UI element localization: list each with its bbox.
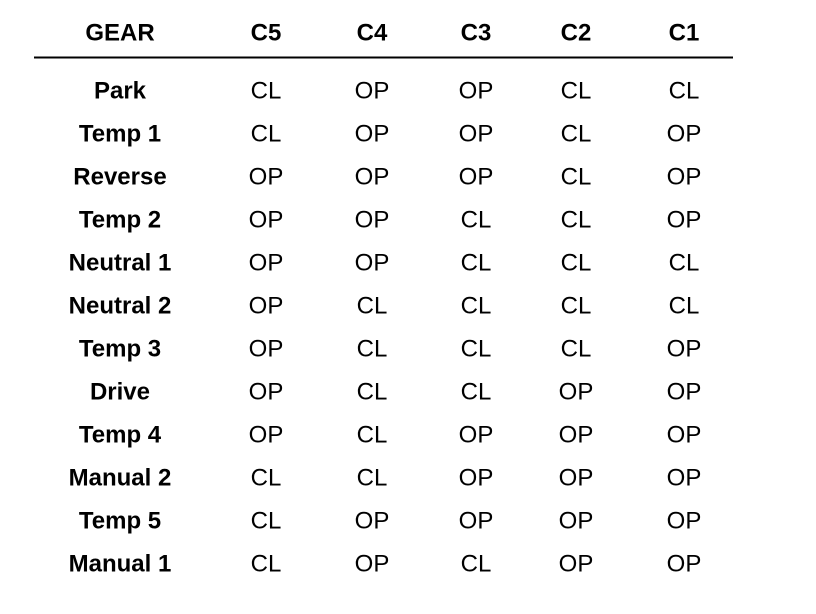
header-cell: C1 (669, 19, 700, 46)
clutch-state: OP (667, 120, 702, 147)
clutch-state: CL (461, 550, 492, 577)
clutch-state: OP (667, 464, 702, 491)
clutch-state: CL (251, 77, 282, 104)
clutch-state: OP (459, 507, 494, 534)
gear-name: Manual 2 (69, 464, 172, 491)
clutch-state: CL (561, 292, 592, 319)
clutch-state: CL (461, 292, 492, 319)
clutch-state: CL (561, 163, 592, 190)
gear-name: Neutral 1 (69, 249, 172, 276)
clutch-state: OP (355, 507, 390, 534)
clutch-state: CL (461, 206, 492, 233)
clutch-state: OP (249, 421, 284, 448)
clutch-state: OP (459, 120, 494, 147)
clutch-state: OP (249, 249, 284, 276)
clutch-state: CL (251, 550, 282, 577)
clutch-state: OP (667, 163, 702, 190)
clutch-state: CL (669, 77, 700, 104)
gear-name: Drive (90, 378, 150, 405)
clutch-state: OP (559, 550, 594, 577)
clutch-state: CL (461, 249, 492, 276)
clutch-state: OP (355, 120, 390, 147)
clutch-state: CL (357, 335, 388, 362)
clutch-state: CL (251, 464, 282, 491)
clutch-state: OP (249, 292, 284, 319)
header-cell: C3 (461, 19, 492, 46)
clutch-state: CL (561, 335, 592, 362)
gear-name: Temp 2 (79, 206, 161, 233)
clutch-state: OP (459, 77, 494, 104)
clutch-state: CL (561, 206, 592, 233)
clutch-state: OP (355, 77, 390, 104)
clutch-state: OP (249, 335, 284, 362)
gear-name: Temp 3 (79, 335, 161, 362)
gear-name: Neutral 2 (69, 292, 172, 319)
clutch-state: OP (559, 507, 594, 534)
gear-name: Temp 1 (79, 120, 161, 147)
clutch-state: OP (355, 206, 390, 233)
clutch-state: OP (667, 206, 702, 233)
clutch-state: CL (561, 120, 592, 147)
clutch-state: OP (249, 378, 284, 405)
clutch-state: OP (667, 378, 702, 405)
clutch-state: CL (357, 292, 388, 319)
clutch-state: CL (669, 249, 700, 276)
clutch-state: OP (667, 550, 702, 577)
clutch-state: CL (561, 77, 592, 104)
clutch-state: OP (559, 421, 594, 448)
clutch-state: CL (357, 378, 388, 405)
clutch-state: OP (459, 163, 494, 190)
clutch-state: OP (249, 206, 284, 233)
header-cell: GEAR (85, 19, 154, 46)
clutch-state: OP (249, 163, 284, 190)
header-cell: C4 (357, 19, 388, 46)
clutch-state: OP (559, 378, 594, 405)
clutch-state: CL (561, 249, 592, 276)
clutch-state: CL (251, 507, 282, 534)
clutch-state: OP (459, 464, 494, 491)
gear-name: Park (94, 77, 147, 104)
clutch-state: CL (357, 464, 388, 491)
clutch-state: OP (355, 249, 390, 276)
header-cell: C2 (561, 19, 592, 46)
clutch-state: CL (461, 378, 492, 405)
gear-name: Temp 5 (79, 507, 161, 534)
gear-name: Reverse (73, 163, 166, 190)
clutch-state: CL (669, 292, 700, 319)
clutch-state: OP (667, 335, 702, 362)
clutch-state: OP (355, 163, 390, 190)
gear-name: Temp 4 (79, 421, 162, 448)
clutch-state: OP (667, 421, 702, 448)
clutch-state: CL (461, 335, 492, 362)
clutch-state: OP (355, 550, 390, 577)
clutch-state: CL (251, 120, 282, 147)
gear-name: Manual 1 (69, 550, 172, 577)
clutch-state: CL (357, 421, 388, 448)
clutch-state: OP (459, 421, 494, 448)
header-cell: C5 (251, 19, 282, 46)
clutch-state: OP (667, 507, 702, 534)
clutch-state: OP (559, 464, 594, 491)
